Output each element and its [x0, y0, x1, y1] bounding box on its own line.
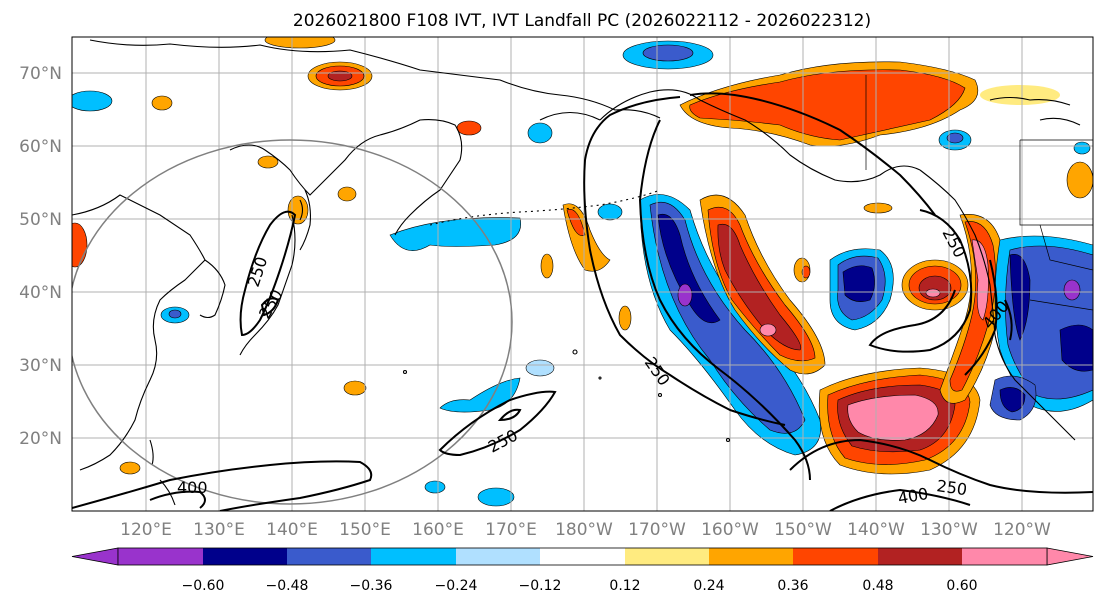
colorbar-tick-label: −0.60 — [182, 578, 225, 594]
colorbar-tick-label: −0.12 — [519, 578, 562, 594]
lon-label: 160°W — [701, 520, 759, 540]
colorbar-tick-label: 0.48 — [862, 578, 893, 594]
colorbar — [71, 547, 1094, 566]
lon-label: 180°W — [555, 520, 613, 540]
coastlines — [72, 39, 1081, 506]
colorbar-extend-high — [1046, 547, 1094, 566]
lon-label: 130°W — [920, 520, 978, 540]
contour-label: 250 — [935, 476, 968, 499]
figure-title: 2026021800 F108 IVT, IVT Landfall PC (20… — [293, 11, 871, 31]
colorbar-tick-labels: −0.60 −0.48 −0.36 −0.24 −0.12 0.12 0.24 … — [182, 578, 978, 594]
colorbar-tick-label: −0.24 — [435, 578, 478, 594]
lon-label: 170°E — [485, 520, 537, 540]
colorbar-segment — [625, 548, 709, 565]
lon-label: 160°E — [412, 520, 464, 540]
colorbar-segment — [540, 548, 625, 565]
lon-label: 130°E — [193, 520, 245, 540]
map-frame — [71, 36, 1094, 512]
colorbar-segment — [793, 548, 878, 565]
ivt-shading — [72, 37, 1093, 507]
colorbar-segment — [456, 548, 540, 565]
colorbar-tick-label: 0.36 — [777, 578, 808, 594]
colorbar-segment — [878, 548, 962, 565]
longitude-labels: 120°E 130°E 140°E 150°E 160°E 170°E 180°… — [120, 520, 1051, 540]
lon-label: 170°W — [628, 520, 686, 540]
colorbar-tick-label: −0.36 — [350, 578, 393, 594]
landfall-circle — [72, 139, 513, 505]
ivt-contours — [72, 92, 1093, 511]
colorbar-frame — [117, 547, 1048, 566]
lat-label: 50°N — [19, 210, 62, 230]
colorbar-tick-label: 0.12 — [609, 578, 640, 594]
latitude-labels: 70°N 60°N 50°N 40°N 30°N 20°N — [19, 64, 62, 449]
borders — [865, 75, 1093, 311]
colorbar-segment — [203, 548, 287, 565]
lon-label: 140°W — [847, 520, 905, 540]
colorbar-tick-label: 0.60 — [946, 578, 977, 594]
lon-label: 150°W — [774, 520, 832, 540]
lon-label: 150°E — [339, 520, 391, 540]
colorbar-segment — [962, 548, 1047, 565]
lat-label: 70°N — [19, 64, 62, 84]
gridlines — [72, 37, 1093, 511]
lon-label: 120°W — [993, 520, 1051, 540]
contour-label: 400 — [177, 478, 208, 497]
map-area: 250 250 250 250 250 250 400 400 400 — [72, 37, 1093, 511]
lat-label: 30°N — [19, 356, 62, 376]
colorbar-segment — [118, 548, 203, 565]
colorbar-extend-low — [71, 547, 119, 566]
lat-label: 60°N — [19, 137, 62, 157]
lat-label: 20°N — [19, 429, 62, 449]
lat-label: 40°N — [19, 283, 62, 303]
colorbar-tick-label: −0.48 — [266, 578, 309, 594]
colorbar-segment — [371, 548, 456, 565]
colorbar-segment — [287, 548, 371, 565]
lon-label: 120°E — [120, 520, 172, 540]
lon-label: 140°E — [266, 520, 318, 540]
colorbar-tick-label: 0.24 — [693, 578, 724, 594]
colorbar-segment — [709, 548, 793, 565]
